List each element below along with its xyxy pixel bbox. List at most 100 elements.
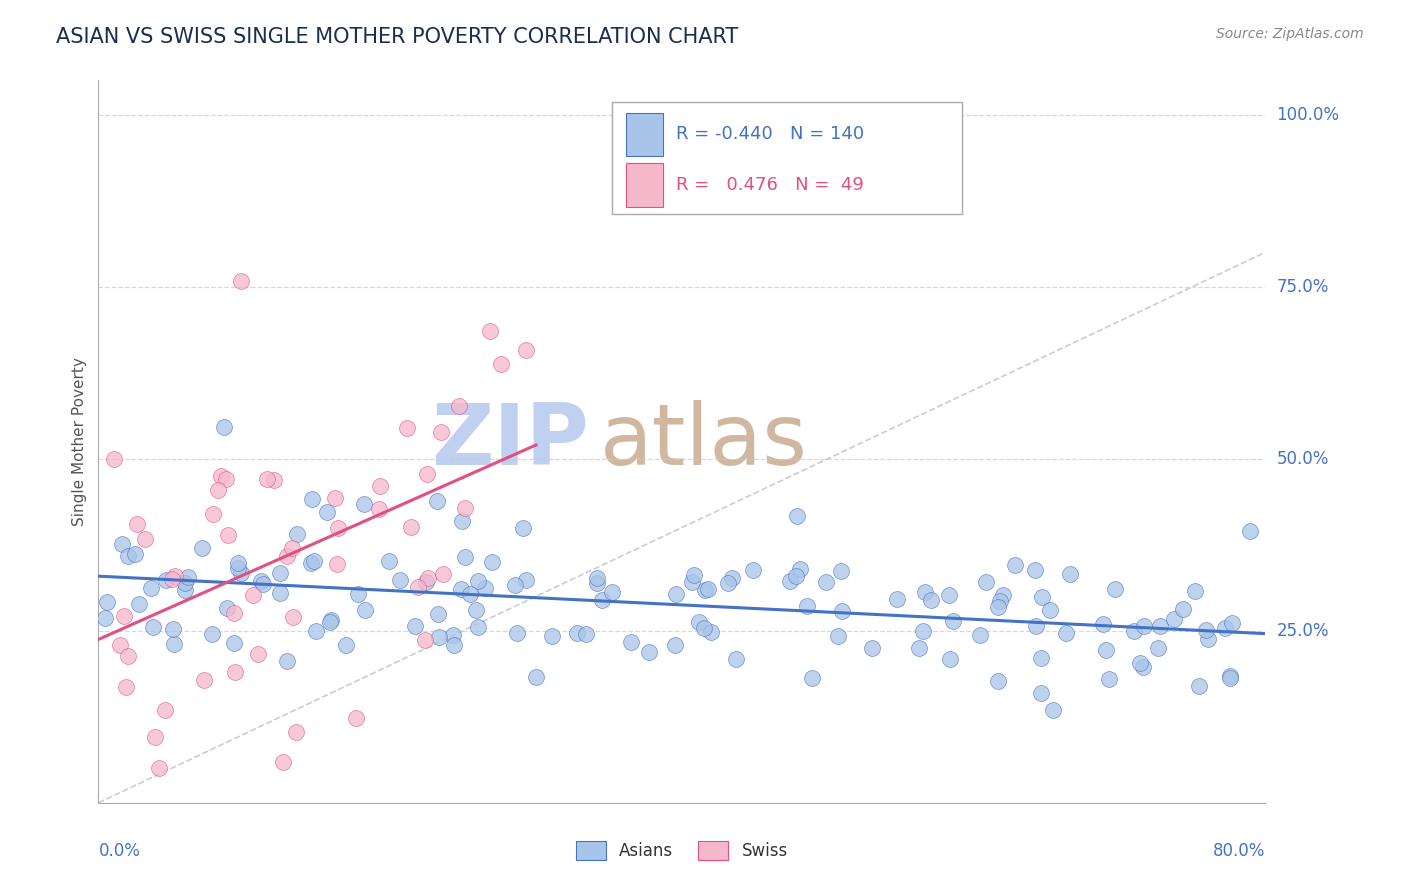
Point (142, 620, 165, 634)
Point (1219, 671, 1241, 685)
Point (886, 592, 908, 607)
Point (323, 491, 346, 505)
Legend: Asians, Swiss: Asians, Swiss (569, 834, 794, 867)
Text: atlas: atlas (600, 400, 808, 483)
Point (443, 628, 465, 642)
Point (319, 615, 342, 630)
Point (697, 582, 720, 596)
Point (1031, 686, 1053, 700)
Point (252, 576, 274, 591)
Point (209, 468, 232, 483)
Point (299, 557, 322, 571)
Point (207, 483, 229, 497)
Point (515, 573, 537, 587)
Point (447, 399, 470, 413)
Point (276, 549, 298, 564)
Point (378, 554, 401, 568)
Point (785, 569, 807, 583)
Text: ZIP: ZIP (430, 400, 589, 483)
Point (134, 532, 156, 546)
Point (987, 674, 1010, 689)
Point (250, 574, 273, 589)
Point (415, 632, 437, 647)
Text: R = -0.440   N = 140: R = -0.440 N = 140 (676, 126, 865, 144)
Text: 50.0%: 50.0% (1277, 450, 1329, 467)
Point (165, 569, 187, 583)
Point (574, 627, 596, 641)
Point (222, 606, 245, 620)
Point (1042, 703, 1064, 717)
Point (117, 549, 139, 563)
Point (665, 587, 688, 601)
Point (143, 731, 166, 745)
Text: 75.0%: 75.0% (1277, 277, 1329, 296)
Point (335, 638, 357, 652)
Point (163, 637, 186, 651)
Point (725, 652, 748, 666)
Point (321, 613, 343, 627)
Point (620, 635, 643, 649)
Point (1129, 656, 1152, 670)
Point (344, 711, 367, 725)
Point (94, 611, 117, 625)
Point (404, 618, 426, 632)
Point (1059, 566, 1081, 581)
Point (451, 514, 474, 528)
Point (1091, 617, 1114, 632)
Point (401, 520, 423, 534)
Point (695, 583, 717, 598)
Point (389, 574, 412, 588)
Point (1173, 602, 1195, 616)
Bar (626, 163, 664, 207)
Point (1132, 660, 1154, 674)
Point (215, 601, 238, 615)
Point (664, 638, 686, 652)
Point (796, 599, 818, 613)
Point (991, 588, 1014, 602)
Point (742, 563, 765, 577)
Point (939, 652, 962, 666)
Point (427, 607, 450, 622)
Point (600, 585, 623, 599)
Point (524, 670, 547, 684)
Point (226, 561, 249, 575)
Point (1222, 616, 1244, 631)
Point (222, 636, 245, 650)
Point (406, 581, 429, 595)
Point (683, 567, 706, 582)
Point (1133, 618, 1156, 632)
Text: 100.0%: 100.0% (1277, 105, 1340, 124)
Point (285, 724, 308, 739)
Point (454, 550, 477, 565)
Point (148, 761, 170, 775)
Point (942, 614, 965, 628)
Point (458, 587, 481, 601)
Point (128, 598, 150, 612)
Point (193, 673, 215, 687)
Point (1122, 624, 1144, 639)
Point (246, 647, 269, 661)
Point (912, 624, 935, 638)
Point (153, 703, 176, 717)
Point (1039, 602, 1062, 616)
Point (202, 507, 225, 521)
Point (681, 575, 703, 590)
Point (478, 324, 501, 338)
Point (920, 592, 942, 607)
Point (779, 574, 801, 589)
Point (450, 582, 472, 596)
Point (190, 541, 212, 555)
Point (432, 567, 454, 582)
Point (217, 527, 239, 541)
Point (415, 575, 437, 590)
Point (489, 357, 512, 371)
Point (1188, 679, 1211, 693)
Point (155, 573, 177, 587)
Point (1098, 673, 1121, 687)
Point (256, 471, 278, 485)
Point (693, 621, 716, 635)
Point (831, 604, 853, 618)
Point (229, 566, 252, 580)
Point (586, 575, 609, 590)
Point (1197, 632, 1219, 646)
